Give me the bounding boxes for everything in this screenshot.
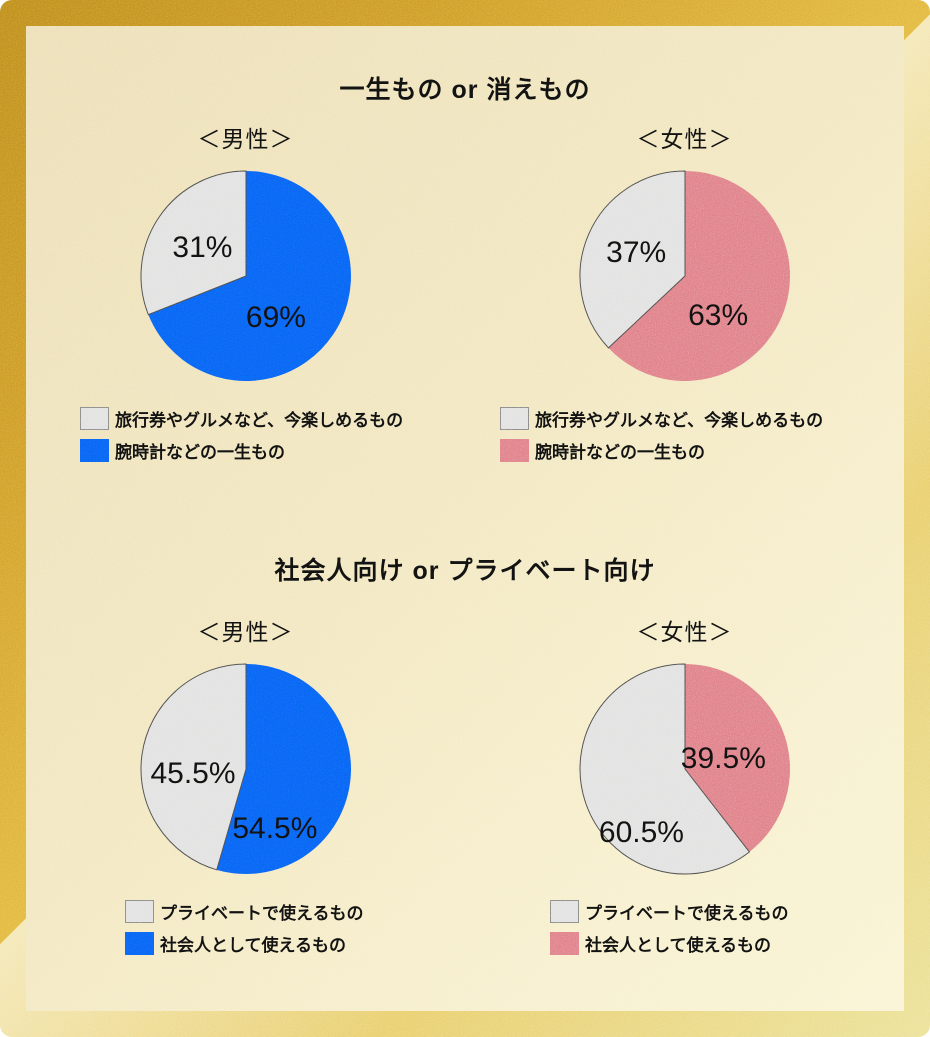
legend-label: 社会人として使えるもの	[585, 936, 771, 955]
legend-label: プライベートで使えるもの	[160, 904, 364, 923]
section-lifetime-or-ephemeral: 一生もの or 消えもの ＜男性＞ 69% 31% ＜女性＞ 63% 37% 旅行券…	[26, 26, 904, 463]
legends-row: 旅行券やグルメなど、今楽しめるもの 腕時計などの一生もの 旅行券やグルメなど、今…	[26, 406, 904, 463]
legend-swatch-pink	[500, 439, 529, 462]
legend-item: 腕時計などの一生もの	[80, 438, 403, 463]
legends-row: プライベートで使えるもの 社会人として使えるもの プライベートで使えるもの	[26, 899, 904, 956]
pie-percent-label: 39.5%	[680, 741, 766, 775]
gender-label-female: ＜女性＞	[636, 619, 733, 645]
legend-item: プライベートで使えるもの	[125, 899, 364, 924]
legend-item: 社会人として使えるもの	[550, 931, 789, 956]
section-title: 社会人向け or プライベート向け	[274, 557, 656, 585]
legend-item: プライベートで使えるもの	[550, 899, 789, 924]
pie-percent-label: 63%	[688, 298, 749, 332]
chart-col-female: ＜女性＞ 63% 37%	[465, 106, 904, 386]
pie-percent-label: 69%	[245, 301, 306, 334]
infographic-page: 一生もの or 消えもの ＜男性＞ 69% 31% ＜女性＞ 63% 37% 旅行券…	[26, 26, 904, 1011]
legend-item: 社会人として使えるもの	[125, 931, 364, 956]
pie-chart-male: 69% 31%	[136, 166, 356, 386]
pie-percent-label: 54.5%	[232, 811, 318, 845]
legend-swatch-pink	[550, 932, 579, 955]
legend-label: 腕時計などの一生もの	[535, 443, 705, 462]
legend-item: 腕時計などの一生もの	[500, 438, 823, 463]
pie-percent-label: 31%	[172, 230, 233, 264]
charts-row: ＜男性＞ 69% 31% ＜女性＞ 63% 37%	[26, 106, 904, 386]
section-title: 一生もの or 消えもの	[339, 76, 591, 104]
legend-swatch-gray	[550, 900, 579, 923]
legend-swatch-blue	[125, 932, 154, 955]
section-work-or-private: 社会人向け or プライベート向け ＜男性＞ 54.5% 45.5% ＜女性＞ 3…	[26, 463, 904, 956]
pie-chart-male: 54.5% 45.5%	[136, 659, 356, 879]
legend-label: 腕時計などの一生もの	[115, 443, 285, 462]
legend-col-female: 旅行券やグルメなど、今楽しめるもの 腕時計などの一生もの	[465, 406, 904, 463]
chart-col-male: ＜男性＞ 69% 31%	[26, 106, 465, 386]
pie-chart-female: 63% 37%	[575, 166, 795, 386]
legend-swatch-gray	[80, 407, 109, 430]
pie-svg	[579, 170, 790, 381]
gender-label-male: ＜男性＞	[197, 126, 294, 152]
legend-male: 旅行券やグルメなど、今楽しめるもの 腕時計などの一生もの	[80, 406, 403, 463]
legend-label: 旅行券やグルメなど、今楽しめるもの	[115, 411, 404, 430]
charts-row: ＜男性＞ 54.5% 45.5% ＜女性＞ 39.5% 60.5%	[26, 587, 904, 879]
pie-percent-label: 45.5%	[150, 757, 236, 791]
pie-svg	[140, 170, 351, 381]
chart-col-female: ＜女性＞ 39.5% 60.5%	[465, 587, 904, 879]
legend-item: 旅行券やグルメなど、今楽しめるもの	[80, 406, 403, 431]
gender-label-male: ＜男性＞	[197, 619, 294, 645]
pie-chart-female: 39.5% 60.5%	[575, 659, 795, 879]
legend-item: 旅行券やグルメなど、今楽しめるもの	[500, 406, 823, 431]
legend-swatch-gray	[125, 900, 154, 923]
pie-percent-label: 37%	[606, 235, 667, 269]
legend-label: 社会人として使えるもの	[160, 936, 346, 955]
legend-female: プライベートで使えるもの 社会人として使えるもの	[550, 899, 789, 956]
legend-female: 旅行券やグルメなど、今楽しめるもの 腕時計などの一生もの	[500, 406, 823, 463]
chart-col-male: ＜男性＞ 54.5% 45.5%	[26, 587, 465, 879]
legend-col-male: プライベートで使えるもの 社会人として使えるもの	[26, 899, 465, 956]
legend-label: 旅行券やグルメなど、今楽しめるもの	[535, 411, 824, 430]
pie-percent-label: 60.5%	[598, 816, 684, 850]
legend-label: プライベートで使えるもの	[585, 904, 789, 923]
legend-col-female: プライベートで使えるもの 社会人として使えるもの	[465, 899, 904, 956]
legend-swatch-blue	[80, 439, 109, 462]
gender-label-female: ＜女性＞	[636, 126, 733, 152]
legend-swatch-gray	[500, 407, 529, 430]
legend-col-male: 旅行券やグルメなど、今楽しめるもの 腕時計などの一生もの	[26, 406, 465, 463]
legend-male: プライベートで使えるもの 社会人として使えるもの	[125, 899, 364, 956]
